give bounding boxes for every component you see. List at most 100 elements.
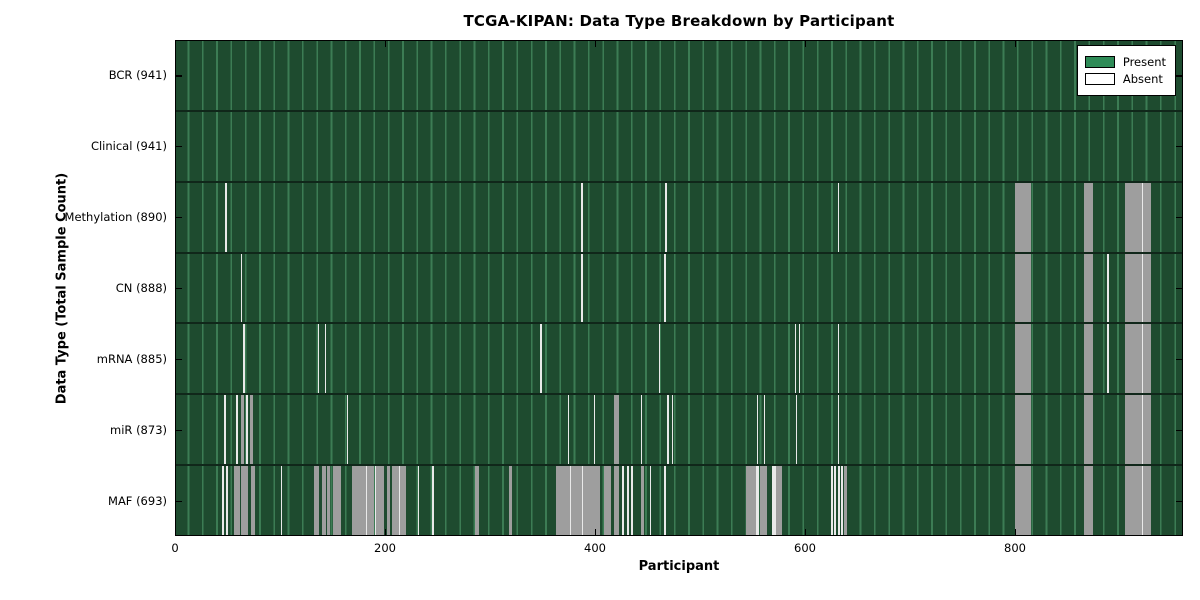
legend: Present Absent [1076, 45, 1176, 96]
absent-stripe [417, 465, 419, 536]
absent-stripe [665, 181, 667, 253]
absent-stripe [613, 394, 620, 466]
absent-stripe [1125, 465, 1143, 536]
absent-stripe [1143, 323, 1152, 395]
tick-mark [175, 146, 182, 148]
tick-mark [175, 358, 182, 361]
absent-stripe [1107, 323, 1109, 395]
absent-stripe [795, 394, 797, 466]
row-divider [175, 109, 1183, 112]
absent-stripe [659, 323, 661, 395]
absent-stripe [667, 394, 669, 466]
tick-mark [175, 288, 182, 290]
heatmap-row-clinical [175, 111, 1183, 182]
legend-item-absent: Absent [1084, 72, 1166, 86]
absent-stripe [613, 465, 620, 536]
y-tick-label-maf: MAF (693) [108, 493, 167, 508]
y-tick-label-clinical: Clinical (941) [90, 139, 167, 154]
tick-mark [805, 40, 807, 47]
absent-stripe [233, 465, 241, 536]
chart-title: TCGA-KIPAN: Data Type Breakdown by Parti… [463, 12, 895, 30]
absent-stripe [1125, 394, 1143, 466]
tick-mark [1176, 500, 1183, 502]
absent-stripe [831, 465, 834, 536]
absent-stripe [794, 323, 796, 395]
absent-stripe [556, 465, 570, 536]
tick-mark [1176, 358, 1183, 361]
tick-mark [1176, 75, 1183, 77]
absent-stripe [352, 465, 367, 536]
absent-stripe [322, 465, 327, 536]
tick-mark [175, 40, 177, 47]
x-tick-label-200: 200 [374, 541, 396, 555]
absent-stripe [508, 465, 513, 536]
absent-stripe [772, 465, 775, 536]
absent-stripe [243, 323, 245, 395]
absent-stripe [756, 394, 758, 466]
absent-stripe [225, 181, 227, 253]
absent-stripe [837, 394, 839, 466]
absent-stripe [235, 394, 238, 466]
tick-mark [595, 529, 597, 536]
absent-stripe [241, 465, 249, 536]
absent-stripe [756, 465, 759, 536]
absent-stripe [475, 465, 480, 536]
absent-stripe [641, 465, 645, 536]
absent-stripe [250, 465, 255, 536]
present-swatch [1084, 56, 1115, 68]
tick-mark [175, 217, 182, 219]
absent-stripe [1107, 252, 1109, 324]
absent-stripe [583, 465, 601, 536]
absent-stripe [1084, 394, 1093, 466]
absent-stripe [226, 465, 228, 536]
absent-stripe [399, 465, 406, 536]
heatmap-row-cn [175, 252, 1183, 324]
row-divider [175, 322, 1183, 325]
absent-stripe [224, 394, 226, 466]
tick-mark [175, 500, 182, 502]
tick-mark [385, 529, 387, 536]
absent-stripe [774, 465, 776, 536]
absent-stripe [664, 252, 666, 324]
row-divider [175, 464, 1183, 467]
tick-mark [1176, 217, 1183, 219]
absent-stripe [593, 394, 596, 466]
absent-stripe [1125, 323, 1143, 395]
tick-mark [1176, 288, 1183, 290]
absent-stripe [249, 394, 253, 466]
absent-stripe [664, 465, 666, 536]
absent-stripe [327, 465, 331, 536]
absent-stripe [837, 323, 839, 395]
absent-stripe [246, 394, 248, 466]
absent-stripe [837, 181, 839, 253]
absent-stripe [834, 465, 837, 536]
absent-stripe [582, 465, 584, 536]
y-tick-label-mir: miR (873) [110, 422, 167, 437]
absent-stripe [347, 394, 349, 466]
y-tick-label-methylation: Methylation (890) [64, 210, 167, 225]
tick-mark [175, 429, 182, 431]
heatmap-row-maf [175, 465, 1183, 536]
absent-stripe [1143, 181, 1152, 253]
absent-stripe [567, 394, 569, 466]
absent-stripe [222, 465, 224, 536]
y-tick-label-cn: CN (888) [115, 281, 167, 295]
absent-stripe [367, 465, 375, 536]
absent-stripe [241, 252, 243, 324]
x-tick-label-400: 400 [584, 541, 606, 555]
absent-stripe [1143, 394, 1152, 466]
absent-stripe [649, 465, 651, 536]
absent-stripe [1143, 465, 1152, 536]
plot-area: Present Absent [175, 40, 1183, 536]
absent-stripe [630, 465, 633, 536]
absent-stripe [604, 465, 611, 536]
row-divider [175, 393, 1183, 396]
tick-mark [595, 40, 597, 47]
tick-mark [1176, 429, 1183, 431]
absent-stripe [392, 465, 399, 536]
absent-stripe [1143, 252, 1152, 324]
legend-label-present: Present [1122, 55, 1166, 69]
y-tick-label-mrna: mRNA (885) [96, 351, 167, 366]
absent-stripe [1084, 181, 1093, 253]
absent-stripe [581, 252, 583, 324]
